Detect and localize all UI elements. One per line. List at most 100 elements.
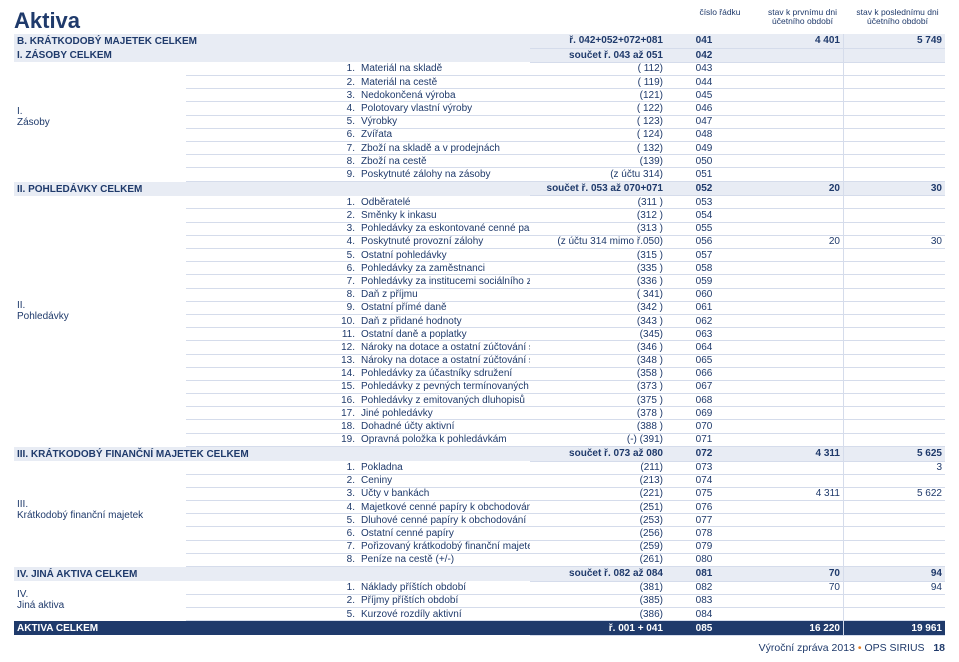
- side-label: II.Pohledávky: [14, 196, 186, 447]
- line-cell: 063: [666, 328, 742, 341]
- line-cell: 068: [666, 394, 742, 407]
- desc-cell: Peníze na cestě (+/-): [358, 553, 530, 566]
- val1-cell: 4 401: [742, 34, 844, 48]
- line-cell: 044: [666, 76, 742, 89]
- section-label: II. POHLEDÁVKY CELKEM: [14, 181, 530, 196]
- ref-cell: ( 119): [530, 76, 666, 89]
- num-cell: 7.: [186, 142, 358, 155]
- desc-cell: Ceniny: [358, 474, 530, 487]
- num-cell: 2.: [186, 474, 358, 487]
- line-cell: 083: [666, 594, 742, 607]
- val1-cell: [742, 128, 844, 141]
- val2-cell: 94: [844, 581, 946, 594]
- val1-cell: [742, 433, 844, 446]
- desc-cell: Účty v bankách: [358, 487, 530, 500]
- val2-cell: 94: [844, 567, 946, 582]
- desc-cell: Dluhové cenné papíry k obchodování: [358, 514, 530, 527]
- val1-cell: [742, 553, 844, 566]
- ref-cell: (335 ): [530, 262, 666, 275]
- val1-cell: [742, 341, 844, 354]
- val2-cell: [844, 62, 946, 75]
- line-cell: 076: [666, 501, 742, 514]
- val2-cell: 5 622: [844, 487, 946, 500]
- val1-cell: [742, 48, 844, 62]
- table-row: AKTIVA CELKEMř. 001 + 04108516 22019 961: [14, 621, 945, 636]
- num-cell: 5.: [186, 115, 358, 128]
- desc-cell: Poskytnuté provozní zálohy: [358, 235, 530, 248]
- section-label: IV. JINÁ AKTIVA CELKEM: [14, 567, 530, 582]
- ref-cell: (139): [530, 155, 666, 168]
- val1-cell: [742, 222, 844, 235]
- line-cell: 078: [666, 527, 742, 540]
- val2-cell: [844, 288, 946, 301]
- desc-cell: Zvířata: [358, 128, 530, 141]
- val1-cell: 16 220: [742, 621, 844, 636]
- ref-cell: součet ř. 043 až 051: [530, 48, 666, 62]
- desc-cell: Nároky na dotace a ostatní zúčtování se …: [358, 341, 530, 354]
- ref-cell: (313 ): [530, 222, 666, 235]
- num-cell: 5.: [186, 514, 358, 527]
- val1-cell: [742, 328, 844, 341]
- ref-cell: (213): [530, 474, 666, 487]
- line-cell: 041: [666, 34, 742, 48]
- ref-cell: ( 124): [530, 128, 666, 141]
- desc-cell: Zboží na skladě a v prodejnách: [358, 142, 530, 155]
- header-val1: stav k prvnímu dni účetního období: [755, 8, 850, 27]
- val1-cell: [742, 594, 844, 607]
- ref-cell: (253): [530, 514, 666, 527]
- val1-cell: [742, 275, 844, 288]
- val1-cell: [742, 420, 844, 433]
- val2-cell: [844, 196, 946, 209]
- val2-cell: [844, 594, 946, 607]
- ref-cell: (342 ): [530, 301, 666, 314]
- num-cell: 4.: [186, 501, 358, 514]
- line-cell: 059: [666, 275, 742, 288]
- val1-cell: [742, 407, 844, 420]
- num-cell: 1.: [186, 196, 358, 209]
- desc-cell: Pohledávky za eskontované cenné papíry: [358, 222, 530, 235]
- val2-cell: [844, 514, 946, 527]
- val2-cell: [844, 527, 946, 540]
- ref-cell: (256): [530, 527, 666, 540]
- desc-cell: Výrobky: [358, 115, 530, 128]
- ref-cell: (378 ): [530, 407, 666, 420]
- num-cell: 9.: [186, 168, 358, 181]
- desc-cell: Pohledávky z emitovaných dluhopisů: [358, 394, 530, 407]
- ref-cell: (259): [530, 540, 666, 553]
- line-cell: 051: [666, 168, 742, 181]
- num-cell: 17.: [186, 407, 358, 420]
- val2-cell: [844, 540, 946, 553]
- desc-cell: Majetkové cenné papíry k obchodování: [358, 501, 530, 514]
- desc-cell: Dohadné účty aktivní: [358, 420, 530, 433]
- line-cell: 062: [666, 314, 742, 327]
- num-cell: 7.: [186, 540, 358, 553]
- section-label: I. ZÁSOBY CELKEM: [14, 48, 530, 62]
- val1-cell: [742, 501, 844, 514]
- val1-cell: [742, 367, 844, 380]
- val2-cell: [844, 501, 946, 514]
- num-cell: 10.: [186, 314, 358, 327]
- val1-cell: [742, 76, 844, 89]
- val2-cell: [844, 380, 946, 393]
- val2-cell: [844, 341, 946, 354]
- footer-text: Výroční zpráva 2013: [759, 642, 855, 654]
- num-cell: 12.: [186, 341, 358, 354]
- desc-cell: Příjmy příštích období: [358, 594, 530, 607]
- ref-cell: součet ř. 082 až 084: [530, 567, 666, 582]
- desc-cell: Daň z přidané hodnoty: [358, 314, 530, 327]
- ref-cell: ( 112): [530, 62, 666, 75]
- num-cell: 2.: [186, 594, 358, 607]
- ref-cell: (221): [530, 487, 666, 500]
- line-cell: 064: [666, 341, 742, 354]
- footer-org: OPS SIRIUS: [864, 642, 924, 654]
- ref-cell: (345): [530, 328, 666, 341]
- ref-cell: součet ř. 053 až 070+071: [530, 181, 666, 196]
- val2-cell: [844, 553, 946, 566]
- ref-cell: (348 ): [530, 354, 666, 367]
- line-cell: 069: [666, 407, 742, 420]
- line-cell: 072: [666, 446, 742, 461]
- ref-cell: (-) (391): [530, 433, 666, 446]
- num-cell: 8.: [186, 553, 358, 566]
- ref-cell: (386): [530, 608, 666, 621]
- table-row: I.Zásoby1.Materiál na skladě( 112)043: [14, 62, 945, 75]
